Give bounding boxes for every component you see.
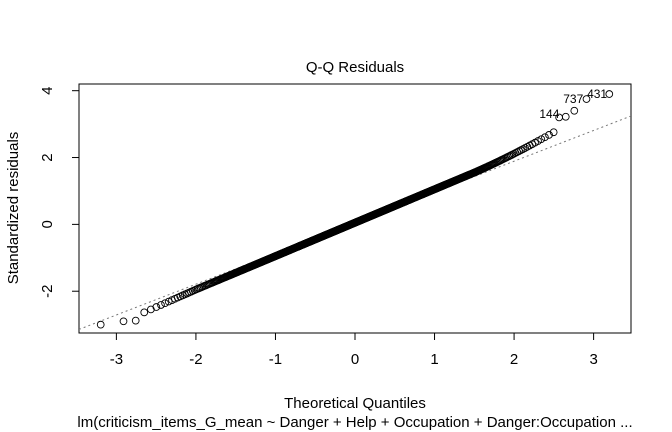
x-tick-label: 2 — [510, 351, 518, 368]
x-tick-label: 3 — [589, 351, 597, 368]
y-tick-label: 0 — [39, 220, 56, 228]
y-tick-label: -2 — [39, 285, 56, 298]
point-labels: 431 737 144 — [539, 87, 607, 121]
x-axis: -3 -2 -1 0 1 2 3 — [110, 332, 598, 368]
y-tick-label: 4 — [39, 87, 56, 95]
data-point — [561, 112, 570, 121]
data-point — [519, 145, 527, 153]
point-label: 144 — [539, 107, 559, 121]
data-point — [537, 135, 546, 144]
x-axis-label: Theoretical Quantiles — [284, 395, 426, 412]
x-tick-label: -2 — [189, 351, 202, 368]
point-label: 431 — [587, 87, 607, 101]
x-tick-label: 1 — [430, 351, 438, 368]
data-point — [157, 301, 165, 309]
data-point — [96, 320, 105, 329]
x-tick-label: 0 — [351, 351, 359, 368]
data-point — [119, 317, 128, 326]
model-formula: lm(criticism_items_G_mean ~ Danger + Hel… — [77, 414, 632, 431]
chart-title: Q-Q Residuals — [306, 59, 404, 76]
data-point — [161, 299, 169, 308]
y-axis-label: Standardized residuals — [5, 132, 22, 285]
data-point — [582, 95, 591, 103]
data-point — [517, 146, 525, 155]
points — [96, 90, 614, 329]
data-point — [549, 128, 558, 137]
data-point — [131, 316, 140, 325]
data-point — [545, 131, 553, 139]
data-point — [541, 133, 549, 142]
point-label: 737 — [563, 92, 583, 106]
data-point — [152, 303, 161, 311]
data-point — [515, 147, 523, 155]
data-point — [570, 106, 579, 115]
x-tick-label: -3 — [110, 351, 123, 368]
x-tick-label: -1 — [269, 351, 282, 368]
y-axis: -2 0 2 4 — [39, 87, 80, 298]
data-point — [605, 90, 614, 98]
plot-frame — [78, 83, 632, 334]
y-tick-label: 2 — [39, 153, 56, 161]
data-point — [140, 308, 149, 317]
